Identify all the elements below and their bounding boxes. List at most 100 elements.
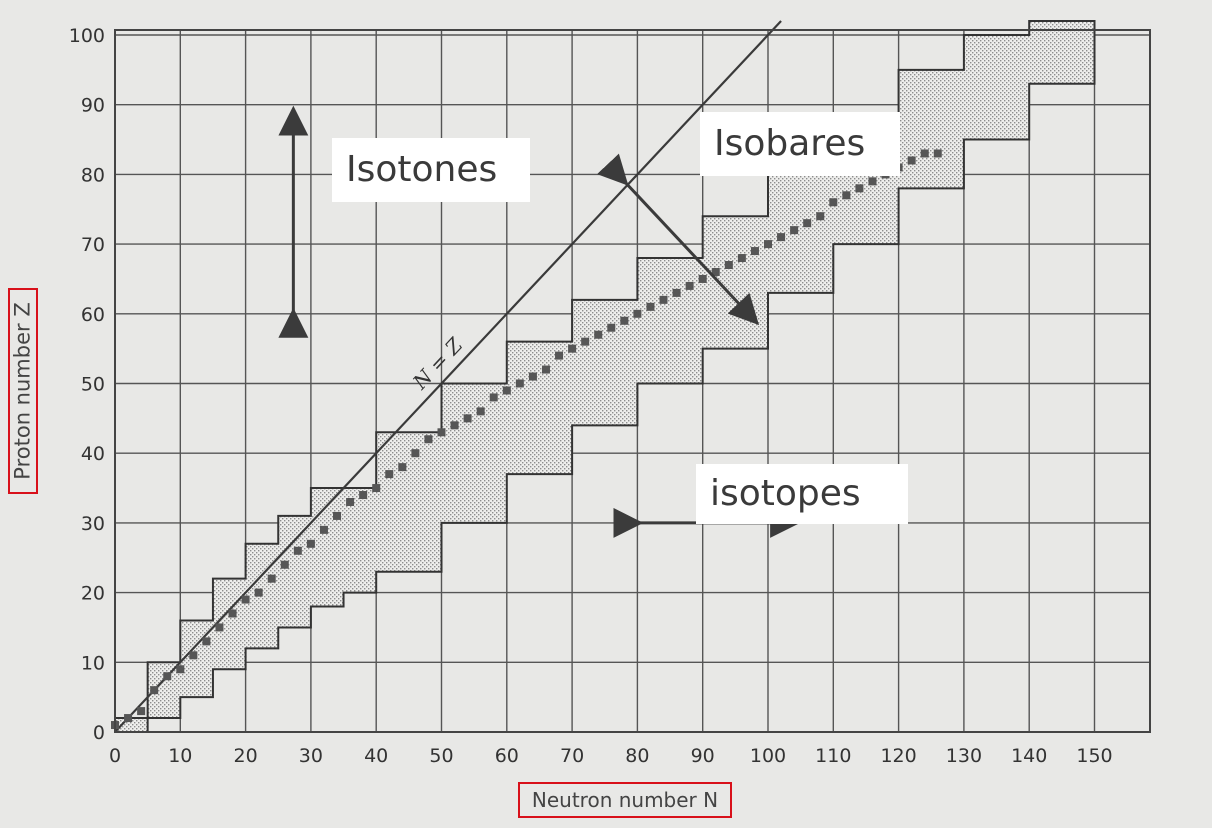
x-tick-label: 30: [299, 745, 323, 767]
stable-nuclide-point: [907, 156, 916, 165]
stable-nuclide-point: [698, 274, 707, 283]
stable-nuclide-point: [659, 295, 668, 304]
x-tick-label: 100: [750, 745, 786, 767]
known-nuclides-band: [114, 20, 1096, 733]
stable-nuclide-point: [463, 414, 472, 423]
x-tick-label: 0: [109, 745, 121, 767]
x-tick-label: 40: [364, 745, 388, 767]
stable-nuclide-point: [724, 261, 733, 270]
x-tick-label: 60: [495, 745, 519, 767]
y-tick-label: 0: [93, 722, 105, 744]
stable-nuclide-point: [646, 302, 655, 311]
x-tick-label: 110: [815, 745, 851, 767]
stable-nuclide-point: [163, 672, 172, 681]
stable-nuclide-point: [790, 226, 799, 235]
x-tick-label: 150: [1076, 745, 1112, 767]
stable-nuclide-point: [306, 539, 315, 548]
x-tick-label: 130: [946, 745, 982, 767]
stable-nuclide-point: [359, 491, 368, 500]
stable-nuclide-point: [189, 651, 198, 660]
stable-nuclide-point: [777, 233, 786, 242]
x-tick-label: 10: [168, 745, 192, 767]
isobares-arrow: [596, 153, 760, 326]
stable-nuclide-point: [685, 281, 694, 290]
stable-nuclide-point: [816, 212, 825, 221]
stable-nuclide-point: [333, 511, 342, 520]
stable-nuclide-point: [254, 588, 263, 597]
stable-nuclide-point: [228, 609, 237, 618]
stable-nuclide-point: [541, 365, 550, 374]
stable-nuclide-point: [502, 386, 511, 395]
plot-frame: [114, 29, 1151, 733]
stable-nuclide-point: [829, 198, 838, 207]
stable-nuclide-point: [280, 560, 289, 569]
stable-nuclide-point: [215, 623, 224, 632]
y-tick-label: 80: [81, 164, 105, 186]
stable-nuclide-point: [241, 595, 250, 604]
stable-nuclide-point: [176, 665, 185, 674]
stable-nuclide-point: [568, 344, 577, 353]
stable-nuclide-point: [137, 707, 146, 716]
stable-nuclide-point: [411, 449, 420, 458]
x-tick-label: 120: [880, 745, 916, 767]
stable-nuclide-point: [267, 574, 276, 583]
x-tick-label: 90: [691, 745, 715, 767]
y-tick-label: 30: [81, 513, 105, 535]
stable-nuclide-point: [346, 497, 355, 506]
y-tick-label: 40: [81, 443, 105, 465]
stable-nuclide-point: [476, 407, 485, 416]
x-tick-label: 70: [560, 745, 584, 767]
isotones-callout: Isotones: [332, 138, 530, 202]
stable-nuclide-point: [855, 184, 864, 193]
x-axis-label: Neutron number N: [518, 782, 732, 818]
x-tick-label: 50: [429, 745, 453, 767]
y-tick-label: 70: [81, 234, 105, 256]
n-equals-z-line: [114, 20, 782, 733]
stable-nuclide-point: [920, 149, 929, 158]
y-tick-label: 100: [69, 25, 105, 47]
isobares-callout: Isobares: [700, 112, 900, 176]
x-tick-label: 80: [625, 745, 649, 767]
stable-nuclide-point: [594, 330, 603, 339]
stable-nuclide-point: [803, 219, 812, 228]
stable-nuclide-point: [202, 637, 211, 646]
stable-nuclide-point: [672, 288, 681, 297]
stable-nuclide-point: [319, 525, 328, 534]
stable-nuclide-point: [555, 351, 564, 360]
stable-nuclide-point: [372, 484, 381, 493]
stable-nuclide-point: [764, 240, 772, 249]
y-tick-label: 50: [81, 374, 105, 396]
stable-nuclide-point: [528, 372, 537, 381]
stable-nuclide-point: [750, 247, 759, 256]
stable-nuclide-point: [607, 323, 616, 332]
stable-nuclide-point: [385, 470, 394, 479]
stable-nuclide-point: [842, 191, 851, 200]
stable-nuclide-point: [293, 546, 302, 555]
stable-nuclide-point: [437, 428, 446, 437]
y-tick-label: 10: [81, 652, 105, 674]
stable-nuclide-point: [620, 316, 629, 325]
isotopes-callout: isotopes: [696, 464, 908, 524]
stable-nuclide-point: [489, 393, 498, 402]
x-tick-label: 20: [234, 745, 258, 767]
y-axis-label: Proton number Z: [8, 288, 38, 494]
stable-nuclide-point: [581, 337, 590, 346]
y-tick-label: 20: [81, 583, 105, 605]
stable-nuclide-point: [515, 379, 524, 388]
stable-nuclide-point: [150, 686, 159, 695]
y-axis-label-text: Proton number Z: [11, 302, 35, 480]
x-tick-label: 140: [1011, 745, 1047, 767]
y-tick-label: 90: [81, 95, 105, 117]
stable-nuclide-point: [424, 435, 433, 444]
stable-nuclide-point: [450, 421, 459, 430]
band-area: [114, 20, 1096, 733]
stable-nuclide-point: [398, 463, 407, 472]
y-tick-label: 60: [81, 304, 105, 326]
stable-nuclide-point: [868, 177, 877, 186]
stable-nuclide-point: [933, 149, 942, 158]
stable-nuclide-point: [124, 714, 133, 723]
axes: 0 10 20 30 40 50 60 70 80 90 100 110 120 130 140 150 0 10…: [69, 25, 1151, 767]
stable-nuclide-point: [737, 254, 746, 263]
stable-nuclide-point: [633, 309, 642, 318]
